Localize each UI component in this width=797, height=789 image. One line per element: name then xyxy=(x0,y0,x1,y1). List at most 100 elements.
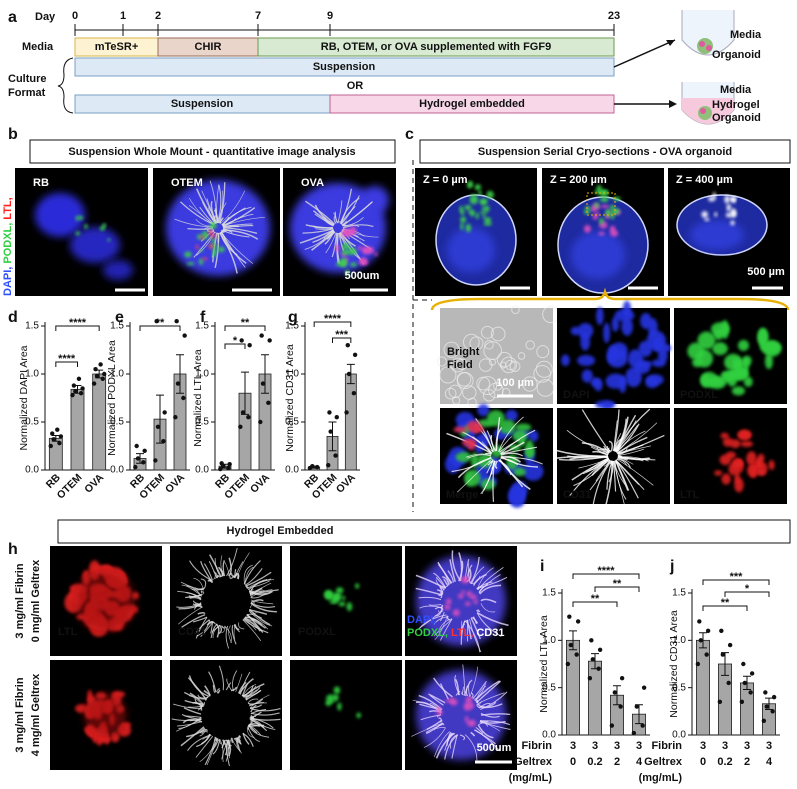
suspension: Suspension xyxy=(313,61,376,73)
vessel xyxy=(248,702,267,706)
image-label: Z = 0 µm xyxy=(423,174,468,186)
vessel xyxy=(459,734,466,741)
vessel xyxy=(249,704,263,709)
data-point xyxy=(98,362,103,367)
vessel xyxy=(199,729,207,737)
vessel xyxy=(612,409,620,452)
signal xyxy=(764,353,773,370)
sig-bracket xyxy=(724,591,770,597)
vessel xyxy=(433,677,453,698)
x-tick-label: OVA xyxy=(82,471,106,495)
vessel xyxy=(477,692,505,705)
vessel xyxy=(185,727,206,738)
y-tick-label: 0.0 xyxy=(285,465,299,476)
sig-bracket xyxy=(702,579,770,585)
zoom-label: DAPI xyxy=(563,389,589,401)
panel-letter: c xyxy=(405,126,414,143)
vessel xyxy=(480,720,511,726)
sig-bracket xyxy=(55,325,100,331)
vessel xyxy=(324,230,335,245)
sig-bracket xyxy=(702,605,748,611)
vessel xyxy=(245,568,263,586)
signal xyxy=(742,355,752,366)
shape xyxy=(469,336,484,351)
signal xyxy=(505,409,518,422)
vessel xyxy=(477,724,494,739)
signal xyxy=(466,591,473,597)
vessel xyxy=(224,561,230,577)
x-tick-label: 0.2 xyxy=(587,756,602,768)
vessel xyxy=(342,224,346,227)
data-point xyxy=(142,448,147,453)
vessel xyxy=(222,207,256,227)
data-point xyxy=(727,642,733,648)
data-point xyxy=(345,343,350,348)
error-bar xyxy=(261,354,269,394)
vessel xyxy=(218,190,224,224)
signal xyxy=(469,702,474,709)
shape xyxy=(517,352,526,360)
signal xyxy=(720,432,729,439)
data-point xyxy=(590,657,595,662)
signal xyxy=(342,242,350,251)
vessel xyxy=(613,460,626,486)
shape xyxy=(505,359,516,371)
signal xyxy=(75,571,135,631)
signal xyxy=(356,712,362,719)
vessel xyxy=(243,689,261,698)
signal xyxy=(482,214,486,219)
merge-word: DAPI, xyxy=(407,614,436,626)
shape xyxy=(462,333,480,351)
vessel xyxy=(475,700,479,704)
data-point xyxy=(742,680,747,686)
signal xyxy=(529,430,539,442)
shape xyxy=(443,341,460,358)
vessel xyxy=(195,619,210,633)
vessel xyxy=(479,703,503,709)
vessel xyxy=(238,622,245,630)
vessel xyxy=(435,576,447,589)
vessel xyxy=(435,579,445,590)
zoom-label: Merge xyxy=(446,489,478,501)
vessel xyxy=(325,232,337,254)
signal xyxy=(724,353,743,371)
shape xyxy=(511,305,520,315)
schematic-label: Media xyxy=(730,29,762,41)
vessel xyxy=(465,453,492,458)
zoom-label: CD31 xyxy=(563,489,591,501)
vessel xyxy=(340,231,356,247)
vessel xyxy=(617,445,651,455)
shape xyxy=(490,326,506,342)
data-point xyxy=(55,427,60,432)
vessel xyxy=(608,460,614,483)
vessel xyxy=(223,625,232,644)
vessel xyxy=(242,619,262,642)
shape xyxy=(456,358,468,371)
signal xyxy=(740,440,754,448)
signal xyxy=(652,343,672,353)
vessel xyxy=(203,563,213,581)
signal xyxy=(473,426,480,433)
data-point xyxy=(240,410,246,415)
data-point xyxy=(567,614,572,619)
signal xyxy=(700,374,711,388)
data-point xyxy=(141,460,146,465)
image-label: RB xyxy=(33,177,49,189)
vessel xyxy=(207,579,213,582)
vessel xyxy=(592,450,609,456)
signal xyxy=(598,231,605,236)
scale-label: 500um xyxy=(345,270,380,282)
signal xyxy=(746,451,757,466)
signal xyxy=(638,340,653,357)
data-point xyxy=(247,343,252,348)
signal xyxy=(359,257,368,265)
y-tick-label: 0.0 xyxy=(195,465,209,476)
y-axis-label: Normalized PODXL Area xyxy=(106,340,118,456)
x-tick-label: OVA xyxy=(163,471,187,495)
vessel xyxy=(441,576,450,586)
signal xyxy=(212,250,216,259)
x-tick-label: 0.2 xyxy=(717,756,732,768)
vessel xyxy=(176,603,202,608)
vessel xyxy=(203,689,211,697)
data-point xyxy=(181,395,186,401)
